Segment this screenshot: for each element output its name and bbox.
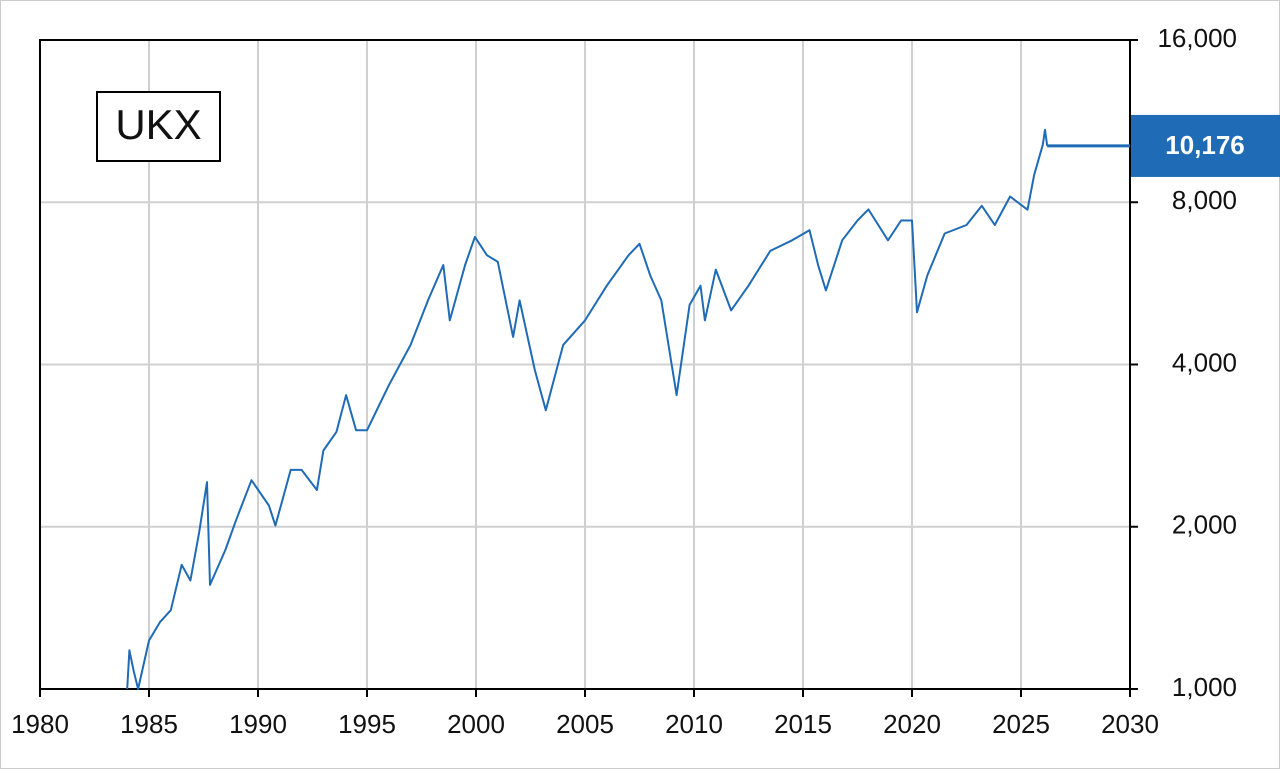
x-tick-label: 1985: [120, 709, 178, 739]
last-value-label: 10,176: [1165, 130, 1245, 160]
x-tick-label: 2020: [883, 709, 941, 739]
y-tick-label: 8,000: [1172, 185, 1237, 215]
last-value-box: [1131, 114, 1280, 177]
annotation-box: [96, 91, 221, 162]
x-tick-label: 2025: [992, 709, 1050, 739]
x-tick-label: 2000: [447, 709, 505, 739]
price-line: [126, 128, 1049, 690]
x-tick-label: 2010: [665, 709, 723, 739]
x-tick-label: 1995: [338, 709, 396, 739]
annotation: UKX: [115, 101, 201, 148]
x-tick-label: 2030: [1101, 709, 1159, 739]
x-tick-label: 2005: [556, 709, 614, 739]
y-tick-label: 16,000: [1157, 23, 1237, 53]
y-tick-label: 4,000: [1172, 347, 1237, 377]
x-tick-label: 1980: [11, 709, 69, 739]
plot-frame: [39, 39, 1131, 690]
y-tick-label: 1,000: [1172, 672, 1237, 702]
x-tick-label: 1990: [229, 709, 287, 739]
x-tick-label: 2015: [774, 709, 832, 739]
y-tick-label: 2,000: [1172, 510, 1237, 540]
